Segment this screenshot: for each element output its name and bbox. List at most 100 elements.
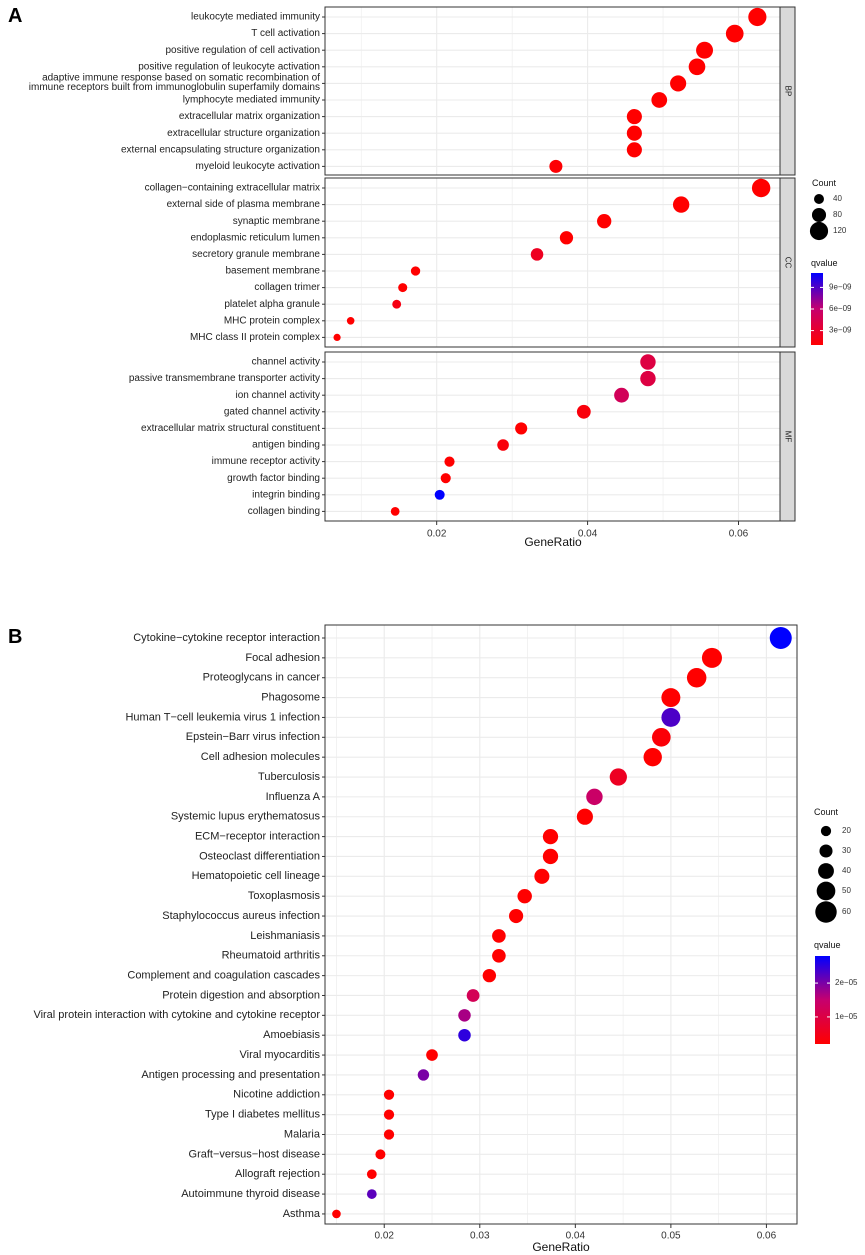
legend-size-label: 40 (833, 194, 842, 203)
color-bar (815, 956, 830, 1044)
facet-strip-label: MF (783, 431, 792, 443)
data-point (769, 627, 792, 649)
facet-strip: CC (779, 177, 796, 348)
term-label: immune receptor activity (212, 456, 320, 467)
data-point (332, 1209, 341, 1219)
term-label: endoplasmic reticulum lumen (190, 232, 320, 243)
facet-bp: BP leukocyte mediated immunity T cell acti… (29, 6, 796, 176)
facet-strip-box (779, 6, 796, 176)
term-label: extracellular structure organization (167, 128, 320, 139)
term-label: secretory granule membrane (192, 249, 320, 260)
legend-size-key (816, 881, 836, 901)
data-point (597, 214, 612, 229)
term-label: collagen trimer (254, 282, 320, 293)
data-point (542, 848, 559, 865)
term-label: Viral protein interaction with cytokine … (33, 1009, 320, 1021)
data-point (426, 1049, 438, 1061)
term-label: Toxoplasmosis (248, 890, 321, 902)
panel-a-x-axis: 0.02 0.04 0.06 (427, 521, 749, 540)
data-point (515, 422, 528, 435)
facet-strip-label: CC (783, 257, 792, 269)
term-label: Leishmaniasis (250, 930, 320, 942)
term-label: Amoebiasis (263, 1029, 320, 1041)
data-point (366, 1189, 377, 1199)
data-point (672, 196, 690, 213)
term-label: Hematopoietic cell lineage (192, 870, 320, 882)
data-point (383, 1109, 395, 1120)
data-point (725, 24, 744, 43)
term-label: Nicotine addiction (233, 1089, 320, 1101)
panel-b-letter: B (8, 626, 22, 648)
x-tick-label: 0.05 (661, 1231, 681, 1242)
term-label: Complement and coagulation cascades (127, 970, 320, 982)
data-point (559, 231, 574, 245)
data-point (458, 1009, 471, 1022)
term-label: growth factor binding (227, 473, 320, 484)
facet-background (325, 178, 780, 347)
data-point (366, 1169, 377, 1180)
legend-size-label: 80 (833, 210, 842, 219)
data-point (686, 667, 707, 688)
legend-size-key (811, 207, 827, 223)
plot-background (325, 625, 797, 1224)
plot-border (324, 624, 798, 1225)
term-label: T cell activation (251, 28, 320, 39)
term-label: myeloid leukocyte activation (195, 161, 320, 172)
term-label: Autoimmune thyroid disease (181, 1188, 320, 1200)
term-label: collagen−containing extracellular matrix (145, 183, 320, 194)
legend-title: qvalue (811, 258, 838, 268)
term-label: gated channel activity (224, 406, 320, 417)
legend-size-key (809, 221, 829, 241)
data-point (398, 283, 408, 293)
term-label: integrin binding (252, 489, 320, 500)
data-point (614, 387, 629, 403)
facet-background (325, 352, 780, 521)
term-label: lymphocyte mediated immunity (183, 95, 320, 106)
term-label: antigen binding (252, 440, 320, 451)
term-label: ECM−receptor interaction (195, 831, 320, 843)
data-point (417, 1069, 430, 1081)
term-label: Phagosome (261, 691, 320, 703)
panel-a: A BP leukocyte mediated immunity T cell ac… (8, 5, 852, 549)
data-point (640, 354, 656, 370)
facet-strip-label: BP (783, 86, 792, 97)
data-point (640, 370, 656, 387)
color-bar-label: 2e−05 (835, 978, 858, 987)
facet-cc: CC collagen−containing extracellular matr… (145, 177, 796, 348)
facet-strip: MF (779, 351, 796, 522)
legend-title: Count (814, 807, 839, 817)
legend-size-label: 40 (842, 866, 851, 875)
term-label: Influenza A (266, 791, 321, 803)
data-point (434, 489, 445, 500)
term-label: Cell adhesion molecules (201, 751, 321, 763)
color-bar-label: 3e−09 (829, 326, 852, 335)
data-point (626, 109, 642, 125)
data-point (701, 647, 722, 668)
data-point (688, 58, 706, 76)
data-point (383, 1089, 395, 1100)
term-label: Osteoclast differentiation (199, 850, 320, 862)
data-point (542, 828, 559, 845)
term-label: MHC class II protein complex (190, 332, 320, 343)
data-point (466, 989, 480, 1002)
term-label: Allograft rejection (235, 1168, 320, 1180)
term-label: Antigen processing and presentation (141, 1069, 320, 1081)
term-label: Staphylococcus aureus infection (162, 910, 320, 922)
legend-size-label: 60 (842, 907, 851, 916)
data-point (444, 456, 455, 467)
term-label: Asthma (283, 1208, 321, 1220)
panel-a-count-legend: Count 40 80 120 (809, 178, 847, 241)
legend-size-label: 30 (842, 846, 851, 855)
legend-size-label: 20 (842, 826, 851, 835)
data-point (440, 473, 451, 484)
panel-a-letter: A (8, 5, 22, 27)
data-point (482, 968, 497, 983)
legend-title: qvalue (814, 940, 841, 950)
facet-strip-box (779, 177, 796, 348)
data-point (696, 41, 714, 59)
x-tick-label: 0.02 (375, 1231, 395, 1242)
data-point (492, 948, 506, 963)
term-label: positive regulation of leukocyte activat… (138, 61, 320, 72)
panel-b-plot: Cytokine−cytokine receptor interaction Fo… (33, 624, 798, 1225)
